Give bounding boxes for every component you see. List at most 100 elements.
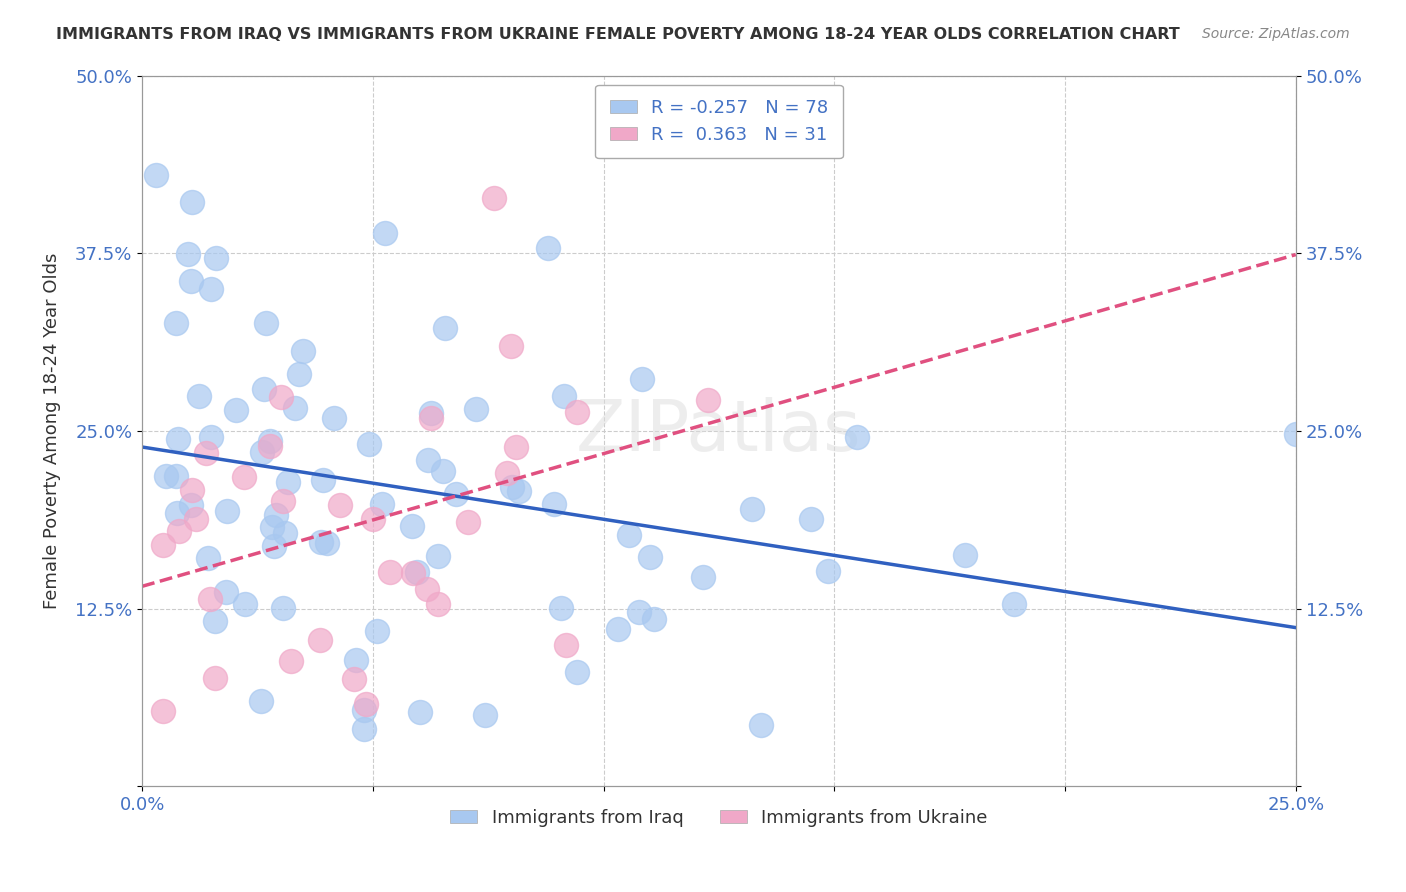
Legend: Immigrants from Iraq, Immigrants from Ukraine: Immigrants from Iraq, Immigrants from Uk…	[443, 802, 995, 834]
Point	[643, 612, 665, 626]
Point	[630, 372, 652, 386]
Point	[353, 723, 375, 737]
Point	[195, 446, 218, 460]
Point	[408, 705, 430, 719]
Point	[555, 638, 578, 652]
Point	[288, 367, 311, 381]
Point	[817, 564, 839, 578]
Point	[444, 487, 467, 501]
Point	[697, 393, 720, 408]
Point	[280, 654, 302, 668]
Point	[180, 498, 202, 512]
Point	[252, 444, 274, 458]
Text: Source: ZipAtlas.com: Source: ZipAtlas.com	[1202, 27, 1350, 41]
Point	[553, 389, 575, 403]
Point	[254, 316, 277, 330]
Point	[180, 274, 202, 288]
Point	[354, 697, 377, 711]
Point	[271, 494, 294, 508]
Point	[432, 464, 454, 478]
Point	[155, 469, 177, 483]
Point	[167, 432, 190, 446]
Point	[263, 539, 285, 553]
Point	[204, 614, 226, 628]
Text: IMMIGRANTS FROM IRAQ VS IMMIGRANTS FROM UKRAINE FEMALE POVERTY AMONG 18-24 YEAR : IMMIGRANTS FROM IRAQ VS IMMIGRANTS FROM …	[56, 27, 1180, 42]
Point	[366, 624, 388, 639]
Point	[751, 717, 773, 731]
Point	[343, 672, 366, 686]
Point	[800, 511, 823, 525]
Point	[457, 515, 479, 529]
Point	[152, 704, 174, 718]
Point	[177, 247, 200, 261]
Point	[638, 550, 661, 565]
Point	[420, 411, 443, 425]
Point	[187, 389, 209, 403]
Point	[359, 437, 381, 451]
Point	[426, 549, 449, 564]
Point	[845, 430, 868, 444]
Point	[402, 566, 425, 580]
Point	[482, 191, 505, 205]
Point	[308, 633, 330, 648]
Point	[205, 251, 228, 265]
Point	[266, 508, 288, 523]
Point	[259, 434, 281, 449]
Y-axis label: Female Poverty Among 18-24 Year Olds: Female Poverty Among 18-24 Year Olds	[44, 252, 60, 609]
Point	[200, 282, 222, 296]
Point	[284, 401, 307, 415]
Point	[312, 473, 335, 487]
Point	[225, 403, 247, 417]
Point	[215, 585, 238, 599]
Point	[565, 405, 588, 419]
Point	[315, 536, 337, 550]
Point	[508, 484, 530, 499]
Point	[464, 401, 486, 416]
Point	[249, 694, 271, 708]
Point	[607, 623, 630, 637]
Point	[165, 316, 187, 330]
Point	[292, 344, 315, 359]
Point	[353, 703, 375, 717]
Point	[274, 526, 297, 541]
Point	[627, 605, 650, 619]
Point	[329, 498, 352, 512]
Point	[152, 538, 174, 552]
Point	[1285, 427, 1308, 442]
Point	[361, 512, 384, 526]
Point	[181, 194, 204, 209]
Point	[215, 504, 238, 518]
Point	[145, 168, 167, 182]
Point	[550, 601, 572, 615]
Point	[233, 597, 256, 611]
Point	[692, 570, 714, 584]
Point	[420, 406, 443, 420]
Point	[166, 507, 188, 521]
Point	[565, 665, 588, 679]
Point	[537, 241, 560, 255]
Point	[204, 671, 226, 685]
Point	[277, 475, 299, 489]
Point	[378, 566, 401, 580]
Point	[344, 653, 367, 667]
Point	[309, 535, 332, 549]
Point	[370, 497, 392, 511]
Point	[166, 468, 188, 483]
Point	[197, 550, 219, 565]
Point	[953, 548, 976, 562]
Point	[200, 430, 222, 444]
Point	[617, 528, 640, 542]
Point	[259, 439, 281, 453]
Point	[260, 520, 283, 534]
Point	[181, 483, 204, 497]
Point	[427, 597, 450, 611]
Point	[543, 497, 565, 511]
Point	[271, 600, 294, 615]
Point	[406, 566, 429, 580]
Point	[322, 410, 344, 425]
Point	[741, 502, 763, 516]
Point	[434, 321, 457, 335]
Point	[270, 390, 292, 404]
Point	[200, 591, 222, 606]
Point	[374, 227, 396, 241]
